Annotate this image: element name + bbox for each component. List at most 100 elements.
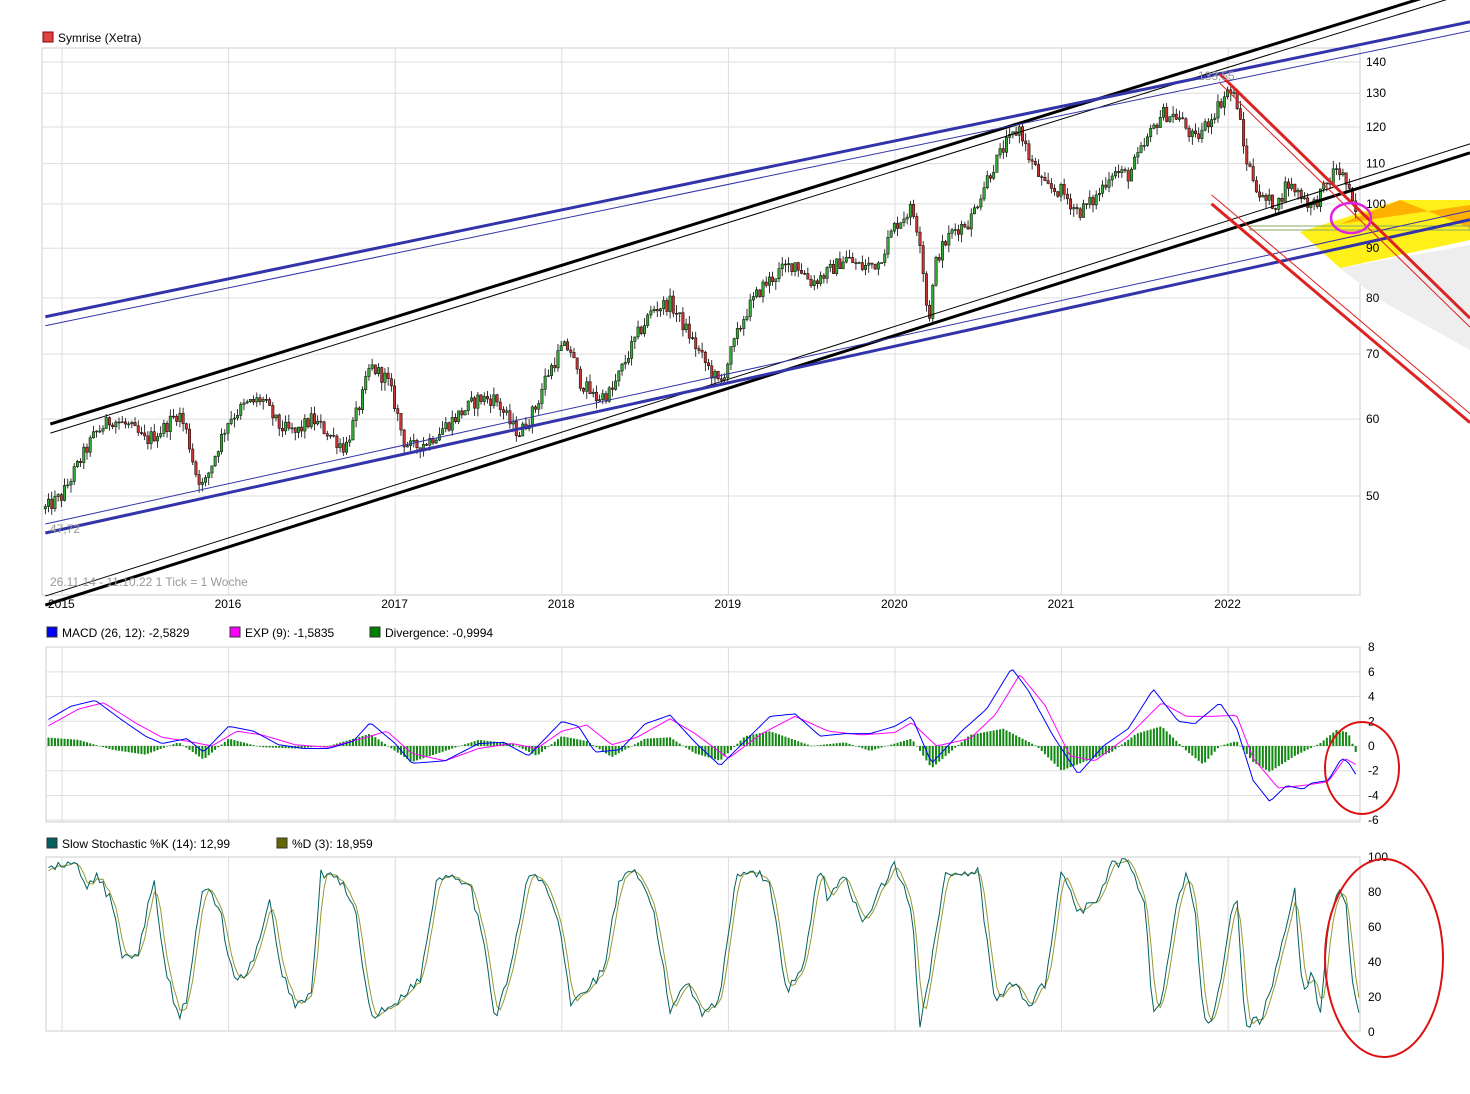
- candle-body: [441, 428, 445, 435]
- candle-body: [1248, 163, 1252, 167]
- candle-body: [143, 432, 147, 437]
- divergence-bar: [762, 732, 765, 746]
- candle-body: [787, 263, 791, 266]
- divergence-bar: [1322, 740, 1325, 746]
- candle-body: [867, 262, 871, 266]
- candle-body: [261, 399, 265, 402]
- divergence-bar: [476, 740, 479, 746]
- candle-body: [1261, 195, 1265, 198]
- candle-body: [761, 281, 765, 297]
- candle-body: [1046, 180, 1050, 184]
- candle-body: [537, 403, 541, 410]
- candle-body: [1258, 191, 1262, 198]
- divergence-bar: [448, 746, 451, 750]
- divergence-bar: [877, 746, 880, 749]
- candle-body: [1270, 194, 1274, 209]
- candle-body: [1213, 117, 1217, 120]
- candle-body: [319, 420, 323, 423]
- candle-body: [207, 472, 211, 478]
- candle-body: [1162, 107, 1165, 118]
- divergence-bar: [983, 732, 986, 746]
- red-channel-upper-thin: [1219, 82, 1470, 328]
- candle-body: [1017, 126, 1021, 136]
- candle-body: [864, 265, 867, 270]
- divergence-bar: [284, 746, 287, 749]
- divergence-bar: [739, 740, 742, 746]
- candle-body: [1210, 119, 1213, 128]
- divergence-bar: [1088, 746, 1091, 760]
- divergence-bar: [175, 743, 178, 746]
- divergence-bar: [528, 746, 531, 753]
- candle-body: [598, 399, 602, 402]
- divergence-bar: [1031, 743, 1034, 746]
- candle-body: [1097, 192, 1101, 196]
- candle-body: [1251, 166, 1255, 181]
- candle-body: [819, 275, 823, 284]
- divergence-bar: [601, 746, 604, 752]
- divergence-bar: [1236, 741, 1239, 746]
- price-xtick-2020: 2020: [881, 597, 908, 611]
- magenta-circle-annotation: [1329, 201, 1373, 235]
- divergence-bar: [297, 746, 300, 749]
- divergence-bar: [1047, 746, 1050, 758]
- divergence-bar: [835, 743, 838, 746]
- candle-body: [1335, 168, 1338, 170]
- candle-body: [944, 241, 948, 246]
- candle-body: [460, 410, 464, 416]
- divergence-bar: [688, 746, 691, 750]
- candle-body: [918, 231, 922, 246]
- candle-body: [816, 280, 819, 284]
- candle-body: [91, 431, 95, 439]
- candle-body: [956, 229, 960, 235]
- divergence-bar: [848, 743, 851, 746]
- candle-body: [607, 387, 611, 402]
- candle-body: [1174, 113, 1178, 120]
- divergence-bar: [1079, 746, 1082, 764]
- divergence-bar: [531, 746, 534, 754]
- divergence-bar: [1316, 744, 1319, 746]
- divergence-bar: [550, 744, 553, 746]
- divergence-bar: [669, 737, 672, 746]
- divergence-bar: [1133, 735, 1136, 746]
- candle-body: [309, 413, 313, 428]
- candle-body: [1024, 140, 1028, 145]
- candle-body: [780, 263, 784, 270]
- candle-body: [210, 465, 214, 474]
- candle-body: [223, 432, 227, 435]
- candle-body: [373, 364, 377, 375]
- divergence-bar: [540, 746, 543, 752]
- divergence-bar: [383, 743, 386, 746]
- divergence-bar: [150, 746, 153, 753]
- divergence-bar: [1168, 734, 1171, 746]
- candle-body: [370, 364, 374, 369]
- candle-body: [928, 304, 932, 319]
- candle-body: [149, 431, 153, 444]
- divergence-bar: [1104, 746, 1107, 755]
- candle-body: [1303, 197, 1306, 200]
- divergence-bar: [508, 743, 511, 746]
- candle-body: [838, 258, 842, 269]
- price-xtick-2022: 2022: [1214, 597, 1241, 611]
- divergence-bar: [332, 744, 335, 746]
- candle-body: [1181, 117, 1185, 120]
- divergence-bar: [1056, 746, 1059, 767]
- divergence-bar: [918, 746, 921, 751]
- candle-body: [719, 378, 723, 381]
- candle-body: [892, 223, 896, 232]
- divergence-bar: [954, 746, 957, 748]
- divergence-bar: [460, 745, 463, 746]
- black-channel-upper-thin: [50, 0, 1447, 434]
- divergence-bar: [787, 737, 790, 746]
- divergence-bar: [300, 746, 303, 748]
- divergence-bar: [457, 746, 460, 747]
- divergence-bar: [1248, 746, 1251, 759]
- candle-body: [1254, 180, 1258, 193]
- candle-body: [466, 400, 470, 411]
- divergence-bar: [774, 733, 777, 746]
- divergence-bar: [60, 738, 63, 746]
- divergence-bar: [1319, 743, 1322, 746]
- divergence-bar: [765, 731, 768, 746]
- price-ytick-80: 80: [1366, 291, 1380, 305]
- candle-body: [832, 263, 835, 274]
